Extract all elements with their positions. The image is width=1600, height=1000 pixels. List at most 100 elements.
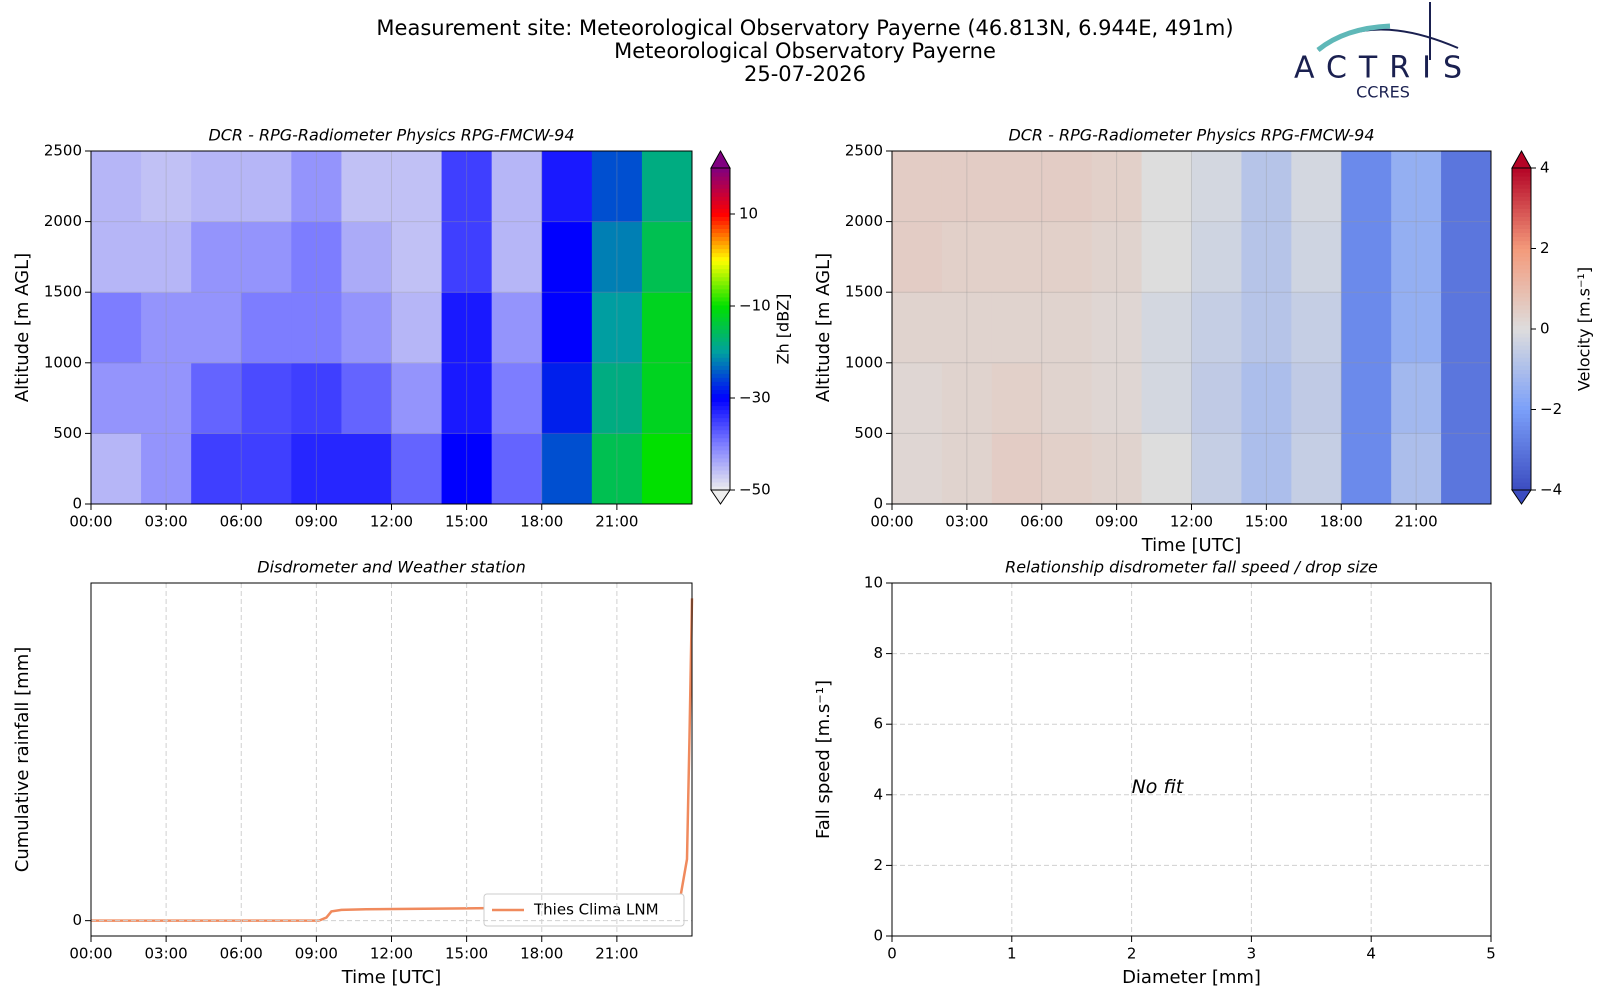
colorbar-step — [711, 248, 730, 254]
heat-cell — [941, 362, 993, 434]
colorbar-step — [1512, 276, 1531, 282]
y-tick-label: 0 — [72, 911, 82, 929]
panel-title: Disdrometer and Weather station — [257, 558, 525, 577]
heat-cell — [1041, 151, 1093, 223]
heat-cell — [1191, 221, 1242, 293]
colorbar-step — [1512, 453, 1531, 459]
y-tick-label: 6 — [873, 715, 883, 733]
colorbar-step — [711, 413, 730, 419]
heat-cell — [991, 221, 1043, 293]
heat-cell — [441, 433, 493, 505]
x-tick-label: 06:00 — [220, 945, 263, 963]
heat-cell — [241, 433, 292, 505]
colorbar-step — [711, 457, 730, 463]
heat-cell — [1291, 292, 1342, 364]
colorbar-step — [1512, 389, 1531, 394]
heat-cell — [1441, 221, 1492, 293]
heat-cell — [1041, 292, 1093, 364]
heat-cell — [191, 433, 242, 505]
heat-cell — [1041, 221, 1093, 293]
colorbar-tick-label: 4 — [1540, 159, 1550, 177]
panel-title: Relationship disdrometer fall speed / dr… — [1005, 558, 1378, 577]
colorbar-step — [1512, 296, 1531, 302]
x-tick-label: 03:00 — [145, 945, 188, 963]
heat-cell — [991, 362, 1043, 434]
colorbar-step — [1512, 369, 1531, 374]
x-tick-label: 5 — [1486, 945, 1496, 963]
colorbar-step — [711, 453, 730, 459]
y-tick-label: 8 — [873, 644, 883, 662]
colorbar-step — [711, 373, 730, 378]
colorbar-step — [711, 276, 730, 282]
x-tick-label: 09:00 — [295, 513, 338, 531]
heat-cell — [91, 362, 142, 434]
heat-cell — [892, 362, 943, 434]
x-tick-label: 18:00 — [1320, 513, 1363, 531]
colorbar-step — [1512, 441, 1531, 447]
colorbar-step — [711, 172, 730, 177]
y-tick-label: 2000 — [845, 212, 883, 230]
colorbar-step — [1512, 421, 1531, 427]
colorbar-step — [1512, 324, 1531, 330]
colorbar-step — [711, 168, 730, 173]
colorbar-frame — [710, 167, 731, 491]
heat-cell — [1241, 362, 1292, 434]
heat-cell — [241, 292, 292, 364]
heat-cell — [441, 151, 493, 223]
colorbar-step — [711, 485, 730, 491]
colorbar-step — [711, 433, 730, 439]
heat-cell — [291, 433, 342, 505]
x-tick-label: 12:00 — [370, 945, 413, 963]
colorbar-step — [1512, 192, 1531, 197]
colorbar-step — [1512, 361, 1531, 366]
colorbar-step — [1512, 481, 1531, 487]
heat-cell — [1241, 292, 1292, 364]
colorbar-step — [1512, 236, 1531, 242]
y-tick-label: 1000 — [44, 353, 82, 371]
y-tick-label: 500 — [854, 424, 883, 442]
colorbar-step — [711, 324, 730, 330]
heat-cell — [1391, 292, 1442, 364]
colorbar-step — [1512, 469, 1531, 475]
x-tick-label: 09:00 — [1095, 513, 1138, 531]
colorbar-step — [1512, 485, 1531, 491]
colorbar-step — [711, 300, 730, 306]
x-tick-label: 2 — [1127, 945, 1137, 963]
heat-cell — [591, 433, 643, 505]
heat-cell — [541, 221, 593, 293]
x-tick-label: 21:00 — [595, 513, 638, 531]
colorbar-step — [711, 409, 730, 415]
colorbar-step — [1512, 477, 1531, 483]
y-axis-label: Altitude [m AGL] — [813, 253, 834, 402]
y-tick-label: 10 — [864, 574, 883, 592]
colorbar-step — [711, 425, 730, 431]
heat-cell — [141, 151, 192, 223]
heat-cell — [1141, 292, 1192, 364]
colorbar-step — [711, 369, 730, 374]
colorbar-step — [1512, 449, 1531, 455]
heat-cell — [141, 433, 192, 505]
colorbar-step — [1512, 405, 1531, 411]
x-tick-label: 06:00 — [1020, 513, 1063, 531]
y-tick-label: 1500 — [44, 283, 82, 301]
heat-cell — [341, 221, 392, 293]
heat-cell — [491, 433, 543, 505]
colorbar-step — [711, 461, 730, 467]
heat-cell — [341, 151, 392, 223]
colorbar-step — [1512, 385, 1531, 390]
plot-frame — [891, 150, 1492, 505]
heat-cell — [591, 362, 643, 434]
heat-cell — [941, 292, 993, 364]
colorbar-step — [711, 176, 730, 181]
colorbar-step — [1512, 353, 1531, 358]
colorbar-step — [711, 296, 730, 302]
heat-cell — [141, 221, 192, 293]
heat-cell — [1241, 151, 1292, 223]
x-tick-label: 12:00 — [370, 513, 413, 531]
heat-cell — [91, 221, 142, 293]
y-axis-label: Cumulative rainfall [mm] — [12, 647, 33, 873]
colorbar-step — [711, 357, 730, 362]
colorbar-step — [1512, 188, 1531, 193]
colorbar-step — [711, 377, 730, 382]
colorbar-step — [1512, 288, 1531, 294]
